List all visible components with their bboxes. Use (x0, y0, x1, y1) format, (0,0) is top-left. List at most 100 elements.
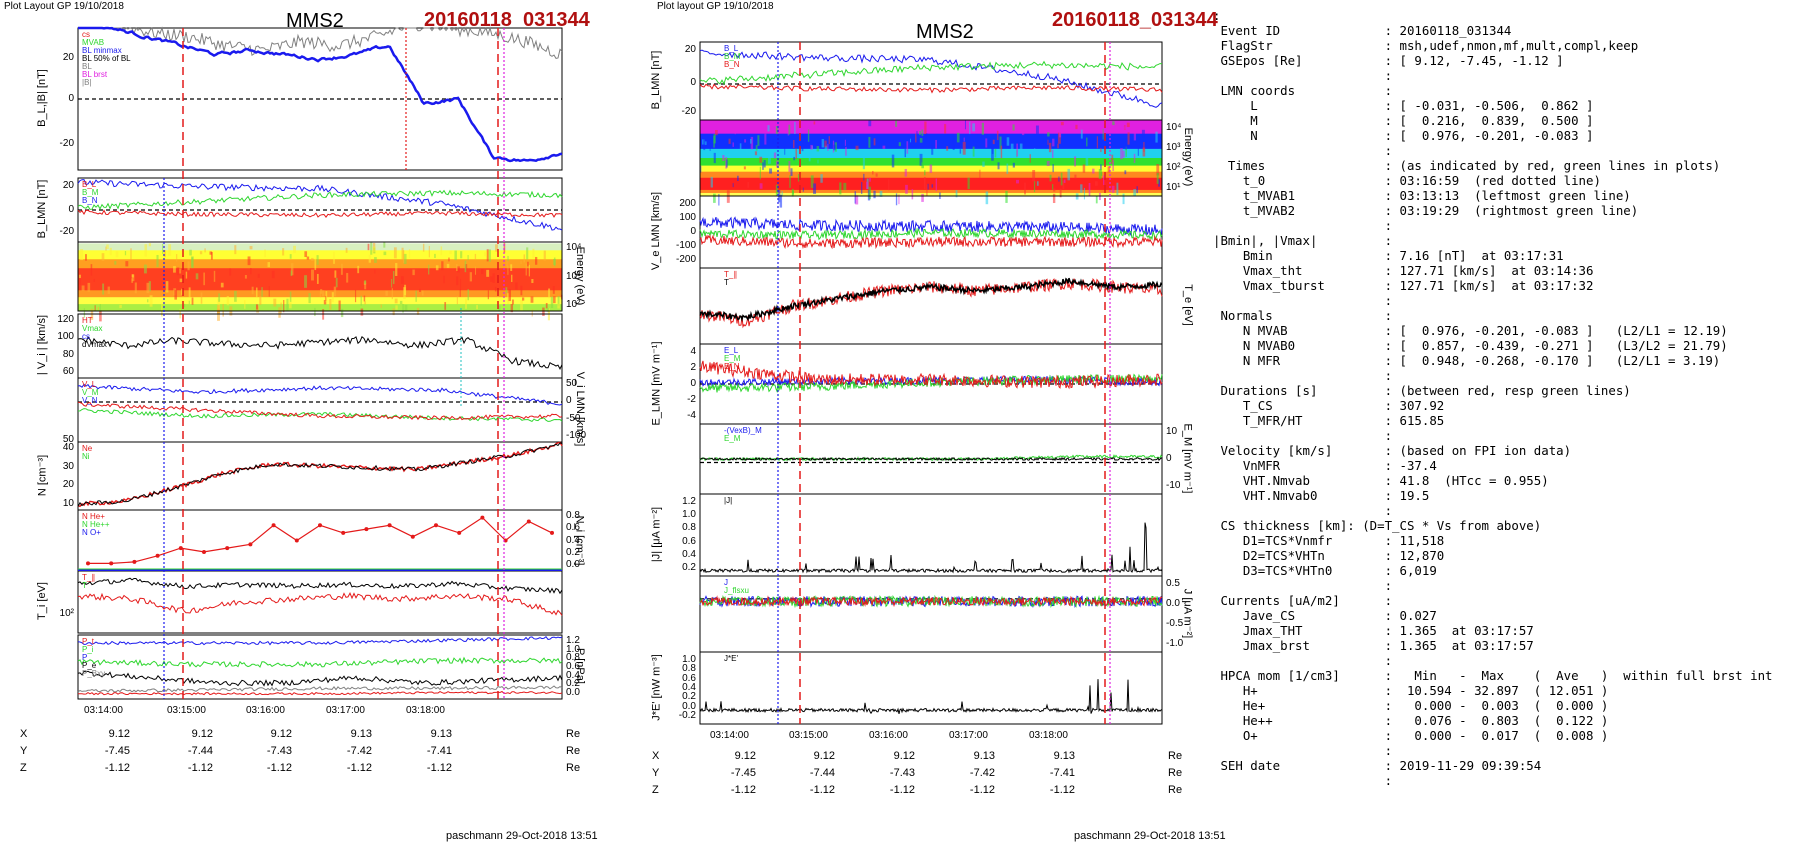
mid-electron-spectrogram-streak (710, 176, 713, 188)
mid-electron-spectrogram-streak (773, 120, 775, 125)
left-ion-spectrogram-streak (448, 257, 450, 262)
mid-electron-spectrogram-streak (952, 122, 954, 133)
left-ion-spectrogram-streak (147, 299, 149, 303)
mid-electron-spectrogram-streak (797, 174, 800, 182)
info-line: : (1213, 218, 1393, 233)
left-ion-spectrogram-streak (467, 255, 469, 261)
mid-electron-spectrogram-streak (981, 122, 985, 135)
left-blmn-bm-series (77, 189, 563, 211)
mid-electron-spectrogram-streak (862, 157, 865, 170)
left-ylabel-4: V_i LMN [km/s] (574, 371, 586, 447)
left-ion-spectrogram-streak (102, 283, 105, 295)
left-ion-spectrogram-streak (264, 249, 266, 258)
left-ion-spectrogram-band (78, 297, 562, 305)
left-ion-spectrogram-streak (176, 267, 180, 276)
mid-tick-7-0: 0.5 (1166, 578, 1180, 589)
left-pbxy-series (78, 690, 563, 696)
left-panel-frame-2 (77, 241, 563, 312)
mid-legend-4-2: E_N (724, 362, 740, 371)
mid-coord-val-0-0: 9.12 (734, 750, 756, 762)
left-ion-spectrogram-streak (340, 308, 344, 318)
mid-tick-8-0: 1.0 (682, 654, 696, 665)
mid-je-series (699, 679, 1163, 715)
mid-electron-spectrogram-streak (915, 133, 917, 143)
mid-coord-val-1-3: -7.42 (969, 767, 995, 779)
mid-electron-spectrogram-streak (1016, 143, 1019, 157)
mid-electron-spectrogram-streak (1120, 148, 1123, 160)
left-ion-spectrogram-streak (99, 310, 102, 322)
mid-electron-spectrogram-streak (1111, 154, 1114, 164)
left-coord-val-1-1: -7.44 (187, 745, 213, 757)
left-legend-6-1: N He++ (82, 520, 110, 529)
left-ion-spectrogram-streak (249, 245, 253, 250)
mid-electron-spectrogram-streak (759, 166, 761, 180)
mid-vem-series (699, 227, 1163, 241)
left-coord-val-2-3: -1.12 (346, 762, 372, 774)
left-ion-spectrogram-streak (255, 287, 258, 298)
mid-electron-spectrogram-streak (964, 120, 966, 130)
left-ion-spectrogram-streak (273, 298, 277, 307)
mid-electron-spectrogram-streak (1124, 170, 1127, 175)
mid-electron-spectrogram-streak (1035, 125, 1039, 134)
left-ion-spectrogram-streak (422, 243, 425, 252)
left-ion-spectrogram-streak (383, 251, 387, 256)
left-ion-spectrogram-streak (314, 258, 317, 271)
mid-electron-spectrogram-streak (790, 168, 793, 176)
left-nhepp-point (457, 530, 462, 535)
left-ion-spectrogram-streak (476, 305, 479, 310)
left-ion-spectrogram-streak (187, 261, 190, 271)
left-ion-spectrogram-streak (267, 262, 271, 268)
left-ion-spectrogram-streak (308, 293, 311, 304)
left-ion-spectrogram-streak (364, 280, 367, 285)
left-ion-spectrogram-streak (392, 308, 395, 316)
mid-electron-spectrogram-streak (744, 139, 747, 143)
left-ion-spectrogram-streak (488, 249, 491, 262)
mid-electron-spectrogram-streak (743, 166, 746, 170)
left-tick-1-0: 20 (62, 180, 74, 191)
mid-electron-spectrogram-streak (1141, 129, 1145, 139)
mid-bl-series (699, 49, 1163, 108)
mid-el-series (699, 360, 1163, 390)
left-tick-6-3: 0.2 (566, 546, 580, 558)
left-ion-spectrogram-streak (490, 276, 493, 282)
left-ion-spectrogram-streak (316, 273, 319, 284)
mid-electron-spectrogram-streak (855, 195, 859, 205)
left-nhepp-point (526, 519, 531, 524)
mid-electron-spectrogram-streak (775, 126, 779, 134)
mid-electron-spectrogram-streak (923, 176, 926, 190)
mid-electron-spectrogram-streak (898, 194, 900, 205)
left-tick-5-0: 40 (62, 442, 74, 453)
left-blmn-bl-series (77, 179, 563, 231)
left-panel-frame-5 (77, 441, 563, 511)
left-ion-spectrogram-streak (394, 298, 398, 304)
left-coord-val-1-4: -7.41 (426, 745, 452, 757)
mid-electron-spectrogram-streak (1100, 148, 1102, 153)
mid-electron-spectrogram-streak (833, 144, 836, 151)
mid-coord-val-2-4: -1.12 (1049, 784, 1075, 796)
left-nhepp-point (341, 530, 346, 535)
mid-jl-series (699, 595, 1163, 608)
mid-legend-0-1: B_M (724, 52, 741, 61)
mid-em2-series (699, 454, 1163, 462)
mid-tick-1-2: 10² (1166, 162, 1181, 173)
info-line: : (1213, 773, 1393, 788)
left-ion-spectrogram-streak (546, 308, 550, 312)
left-legend-3-2: cs (82, 332, 90, 341)
left-ion-spectrogram-streak (494, 286, 497, 292)
left-vi-series (77, 336, 563, 371)
left-nhepp-point (410, 534, 415, 539)
left-nhepp-point (86, 561, 90, 566)
left-ion-spectrogram-streak (404, 284, 407, 296)
mid-electron-spectrogram-streak (1075, 124, 1078, 130)
left-ion-spectrogram-streak (81, 285, 85, 292)
mid-bm-series (699, 60, 1163, 85)
mid-electron-spectrogram-streak (1029, 154, 1031, 163)
mid-panel-frame-8 (699, 651, 1163, 725)
left-legend-3-1: Vmax (82, 324, 103, 333)
left-coord-val-0-3: 9.13 (350, 728, 372, 740)
mid-electron-spectrogram-streak (944, 124, 947, 134)
mid-electron-spectrogram-streak (1060, 121, 1064, 126)
mid-coord-unit-0: Re (1168, 750, 1183, 762)
mid-electron-spectrogram-streak (891, 154, 895, 168)
mid-electron-spectrogram-streak (904, 148, 907, 158)
